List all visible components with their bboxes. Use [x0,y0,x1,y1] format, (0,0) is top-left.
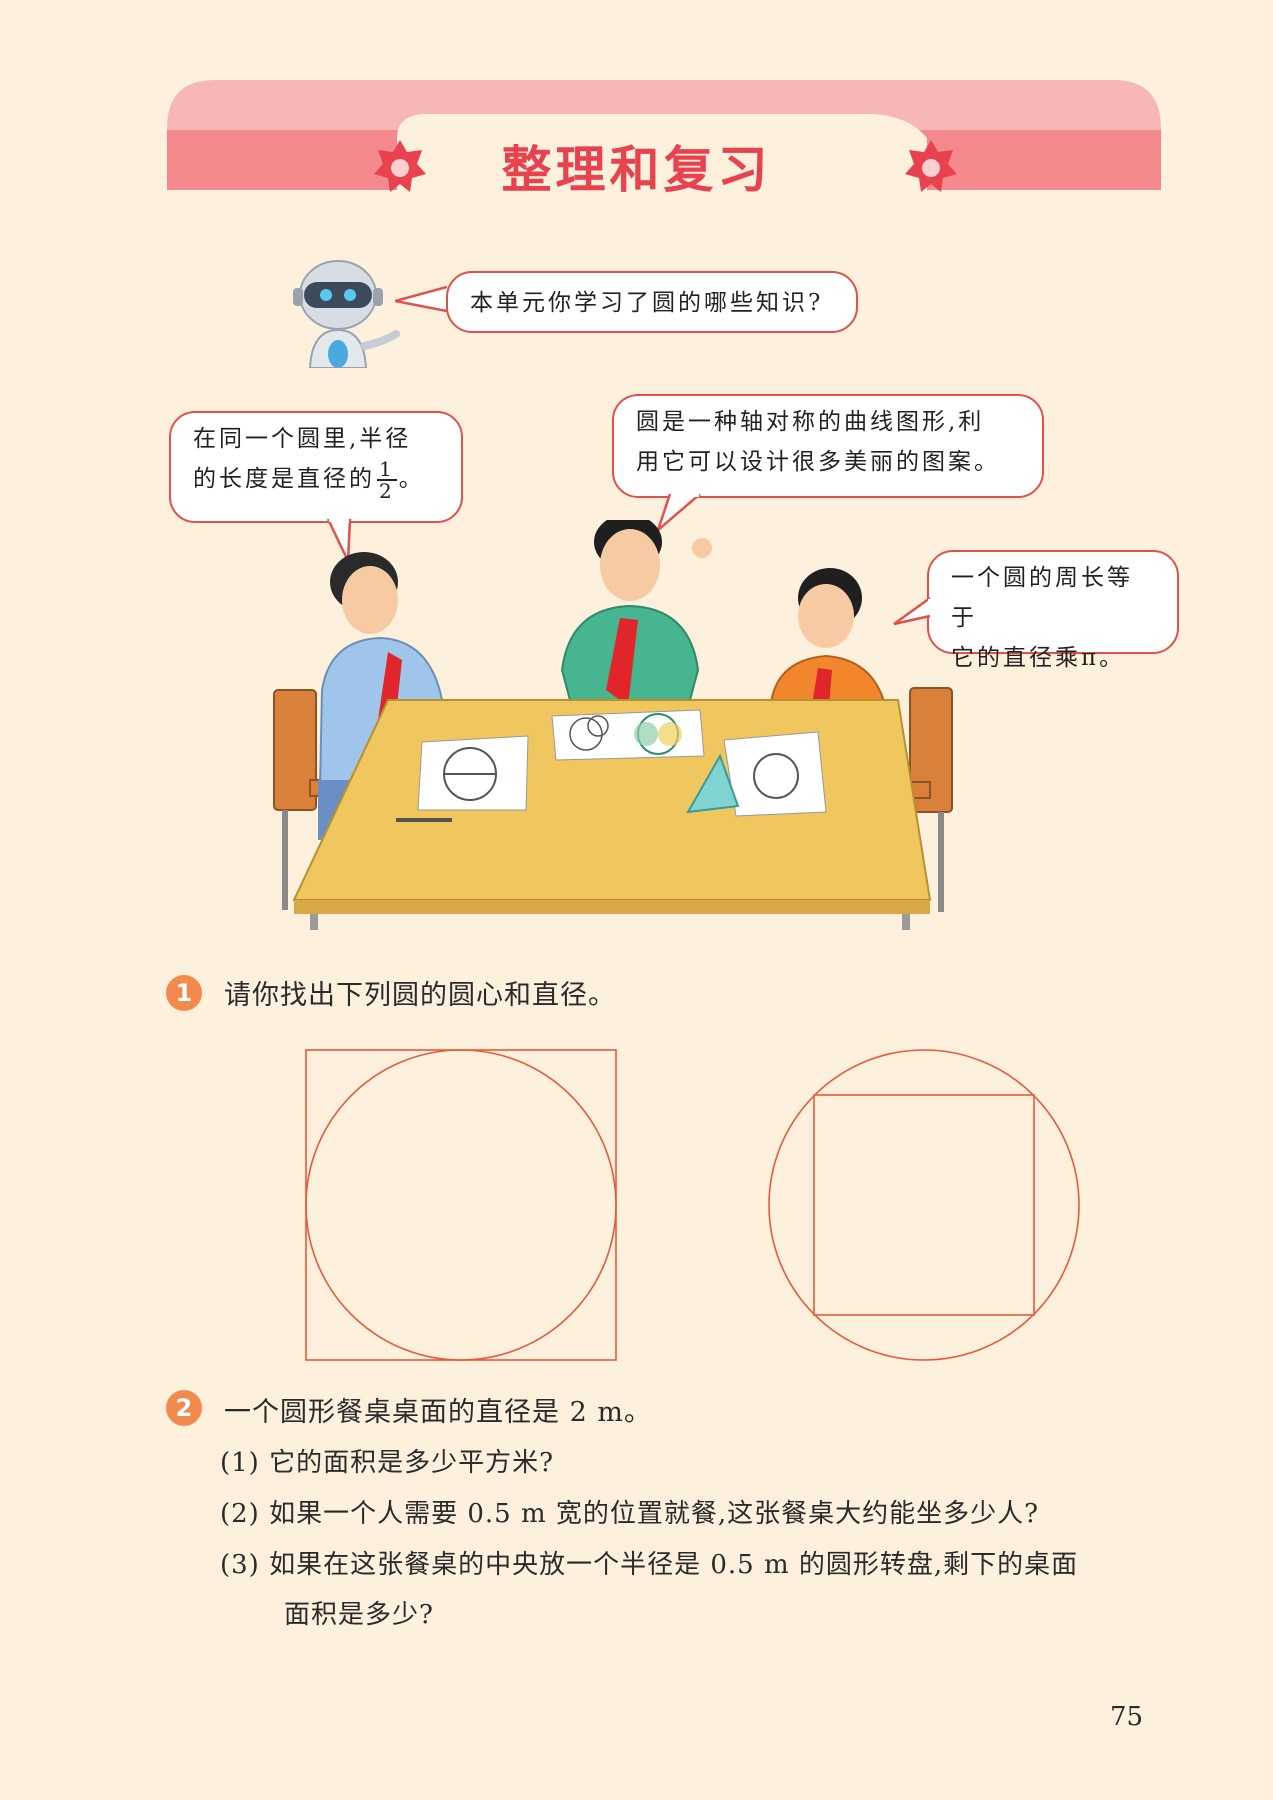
page-number: 75 [1110,1702,1144,1732]
item-1-label: (1) [220,1448,260,1478]
fraction-denominator: 2 [379,479,395,503]
problem-1-text: 请你找出下列圆的圆心和直径。 [224,980,616,1011]
flower-ornament-right-icon [905,140,957,192]
middle-speech-bubble: 圆是一种轴对称的曲线图形,利 用它可以设计很多美丽的图案。 [612,394,1044,498]
middle-paper [551,709,705,761]
right-paper [723,731,827,817]
item-3-label: (3) [220,1550,260,1580]
item-1-text: 它的面积是多少平方米? [269,1448,555,1478]
right-bubble-line1: 一个圆的周长等于 [951,565,1133,631]
problem-2-item-3-continued: 面积是多少? [284,1600,434,1630]
problem-2-text: 一个圆形餐桌桌面的直径是 2 m。 [224,1397,652,1428]
problem-2-number: 2 [166,1390,202,1426]
compass [396,818,452,822]
left-bubble-period: 。 [398,466,425,492]
middle-bubble-line2: 用它可以设计很多美丽的图案。 [636,449,1000,475]
robot-bubble-tail [395,285,447,313]
left-speech-bubble: 在同一个圆里,半径 的长度是直径的 1 2。 [169,411,463,523]
left-paper [417,735,529,811]
item-3-text: 如果在这张餐桌的中央放一个半径是 0.5 m 的圆形转盘,剩下的桌面 [269,1550,1079,1580]
circle-with-inscribed-square-figure [768,1049,1080,1361]
problem-2-item-1: (1) 它的面积是多少平方米? [220,1442,554,1479]
set-square [686,753,740,814]
girl-middle [560,520,712,706]
middle-bubble-line1: 圆是一种轴对称的曲线图形,利 [636,409,985,435]
page-title: 整理和复习 [501,141,772,199]
item-2-text: 如果一个人需要 0.5 m 宽的位置就餐,这张餐桌大约能坐多少人? [269,1499,1040,1529]
item-2-label: (2) [220,1499,260,1529]
flower-ornament-left-icon [374,140,426,192]
problem-2-item-3: (3) 如果在这张餐桌的中央放一个半径是 0.5 m 的圆形转盘,剩下的桌面 [220,1544,1078,1581]
right-speech-bubble: 一个圆的周长等于 它的直径乘π。 [927,550,1179,671]
square-with-inscribed-circle-figure [305,1049,617,1361]
left-bubble-line1: 在同一个圆里,半径 [193,426,412,452]
students-at-table-illustration [273,520,953,930]
robot-mascot-icon [293,260,400,368]
problem-1-number: 1 [166,975,202,1011]
robot-question-text: 本单元你学习了圆的哪些知识? [470,290,824,316]
left-bubble-line2: 的长度是直径的 [193,466,375,492]
right-bubble-tail [893,596,932,626]
robot-question-bubble: 本单元你学习了圆的哪些知识? [446,271,858,333]
right-bubble-line2: 它的直径乘π。 [951,645,1126,671]
problem-2-item-2: (2) 如果一个人需要 0.5 m 宽的位置就餐,这张餐桌大约能坐多少人? [220,1493,1039,1530]
fraction-numerator: 1 [377,457,397,481]
